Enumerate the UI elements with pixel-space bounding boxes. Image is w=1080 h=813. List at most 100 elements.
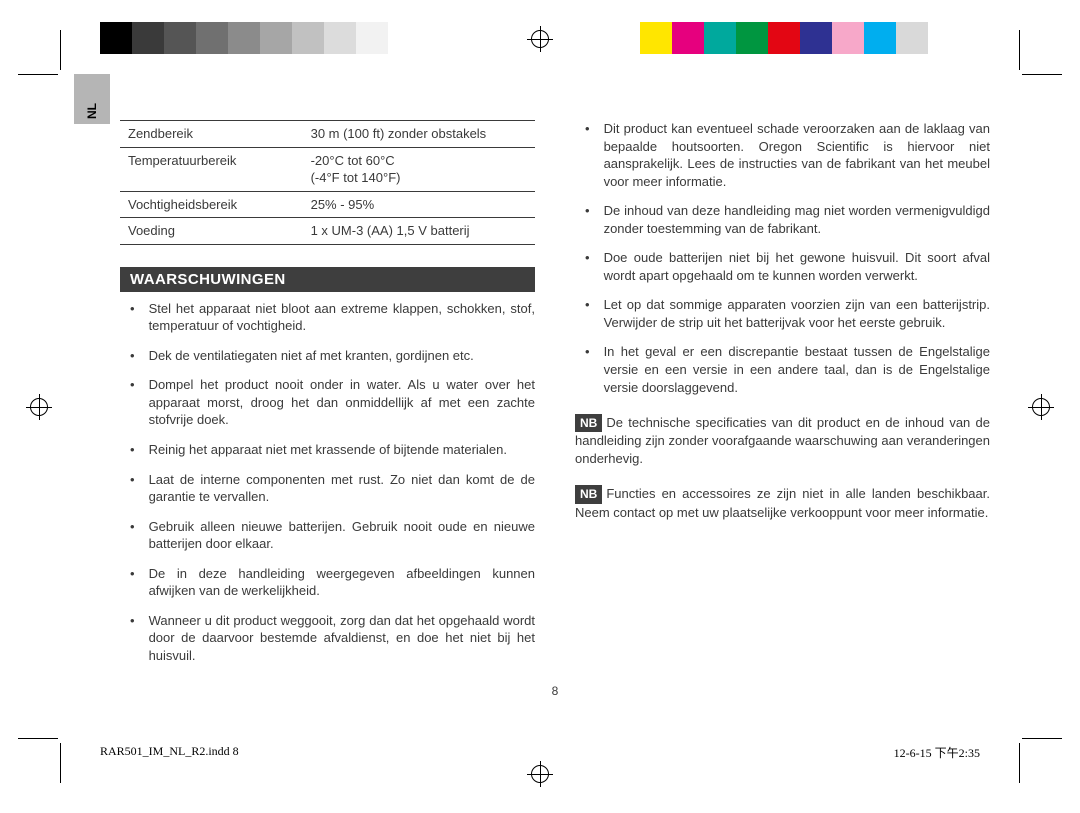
swatch	[736, 22, 768, 54]
warnings-list-right: •Dit product kan eventueel schade veroor…	[575, 120, 990, 396]
list-item: • Doe oude batterijen niet bij het gewone…	[575, 249, 990, 284]
swatch	[832, 22, 864, 54]
swatch	[864, 22, 896, 54]
page-number: 8	[552, 684, 559, 698]
list-item-text: Doe oude batterijen niet bij het gewone …	[604, 249, 990, 284]
nb-note: NBDe technische specificaties van dit pr…	[575, 414, 990, 467]
swatch	[388, 22, 420, 54]
crop-mark	[1019, 30, 1020, 70]
page-content: Zendbereik30 m (100 ft) zonder obstakels…	[120, 120, 990, 700]
bullet-icon: •	[120, 441, 135, 459]
list-item-text: Dompel het product nooit onder in water.…	[149, 376, 535, 429]
list-item-text: Laat de interne componenten met rust. Zo…	[149, 471, 535, 506]
footer-datetime: 12-6-15 下午2:35	[894, 744, 980, 761]
table-row: Zendbereik30 m (100 ft) zonder obstakels	[120, 121, 535, 148]
crop-mark	[60, 30, 61, 70]
swatch	[896, 22, 928, 54]
bullet-icon: •	[575, 202, 590, 237]
swatch	[196, 22, 228, 54]
spec-value: 25% - 95%	[303, 191, 535, 218]
swatch	[100, 22, 132, 54]
bullet-icon: •	[575, 343, 590, 396]
specifications-table: Zendbereik30 m (100 ft) zonder obstakels…	[120, 120, 535, 245]
swatch	[800, 22, 832, 54]
swatch	[672, 22, 704, 54]
list-item-text: De inhoud van deze handleiding mag niet …	[604, 202, 990, 237]
nb-badge: NB	[575, 414, 602, 432]
list-item-text: Gebruik alleen nieuwe batterijen. Gebrui…	[149, 518, 535, 553]
bullet-icon: •	[575, 120, 590, 190]
registration-target-icon	[527, 26, 553, 52]
footer-filename: RAR501_IM_NL_R2.indd 8	[100, 744, 239, 761]
list-item-text: Reinig het apparaat niet met krassende o…	[149, 441, 535, 459]
language-tab: NL	[74, 74, 110, 124]
bullet-icon: •	[120, 612, 135, 665]
spec-label: Vochtigheidsbereik	[120, 191, 303, 218]
registration-target-icon	[1028, 394, 1054, 420]
bullet-icon: •	[575, 249, 590, 284]
nb-badge: NB	[575, 485, 602, 503]
swatch	[704, 22, 736, 54]
crop-mark	[18, 738, 58, 739]
left-column: Zendbereik30 m (100 ft) zonder obstakels…	[120, 120, 535, 700]
list-item: • De inhoud van deze handleiding mag niet…	[575, 202, 990, 237]
list-item: • Let op dat sommige apparaten voorzien z…	[575, 296, 990, 331]
list-item: • De in deze handleiding weergegeven afbe…	[120, 565, 535, 600]
bullet-icon: •	[120, 518, 135, 553]
swatch	[356, 22, 388, 54]
nb-text: De technische specificaties van dit prod…	[575, 415, 990, 466]
bullet-icon: •	[575, 296, 590, 331]
list-item-text: Dit product kan eventueel schade veroorz…	[604, 120, 990, 190]
list-item-text: Let op dat sommige apparaten voorzien zi…	[604, 296, 990, 331]
bullet-icon: •	[120, 565, 135, 600]
crop-mark	[1022, 738, 1062, 739]
swatch	[228, 22, 260, 54]
swatch	[292, 22, 324, 54]
registration-target-icon	[26, 394, 52, 420]
list-item-text: Wanneer u dit product weggooit, zorg dan…	[149, 612, 535, 665]
list-item-text: De in deze handleiding weergegeven afbee…	[149, 565, 535, 600]
spec-label: Temperatuurbereik	[120, 147, 303, 191]
list-item: • Wanneer u dit product weggooit, zorg da…	[120, 612, 535, 665]
nb-text: Functies en accessoires ze zijn niet in …	[575, 486, 990, 519]
list-item: •Dit product kan eventueel schade veroor…	[575, 120, 990, 190]
right-column: •Dit product kan eventueel schade veroor…	[575, 120, 990, 700]
spec-label: Voeding	[120, 218, 303, 245]
crop-mark	[1019, 743, 1020, 783]
color-swatches	[640, 22, 960, 54]
list-item-text: Dek de ventilatiegaten niet af met krant…	[149, 347, 535, 365]
list-item: • Gebruik alleen nieuwe batterijen. Gebru…	[120, 518, 535, 553]
warnings-list-left: • Stel het apparaat niet bloot aan extrem…	[120, 300, 535, 665]
section-heading-warnings: WAARSCHUWINGEN	[120, 267, 535, 292]
list-item-text: In het geval er een discrepantie bestaat…	[604, 343, 990, 396]
crop-mark	[60, 743, 61, 783]
bullet-icon: •	[120, 471, 135, 506]
spec-value: 1 x UM-3 (AA) 1,5 V batterij	[303, 218, 535, 245]
list-item: • Dompel het product nooit onder in water…	[120, 376, 535, 429]
spec-value: -20°C tot 60°C(-4°F tot 140°F)	[303, 147, 535, 191]
table-row: Temperatuurbereik-20°C tot 60°C(-4°F tot…	[120, 147, 535, 191]
table-row: Voeding1 x UM-3 (AA) 1,5 V batterij	[120, 218, 535, 245]
bullet-icon: •	[120, 300, 135, 335]
crop-mark	[18, 74, 58, 75]
list-item-text: Stel het apparaat niet bloot aan extreme…	[149, 300, 535, 335]
swatch	[324, 22, 356, 54]
swatch	[928, 22, 960, 54]
registration-target-icon	[527, 761, 553, 787]
list-item: • Reinig het apparaat niet met krassende …	[120, 441, 535, 459]
grayscale-swatches	[100, 22, 420, 54]
prepress-footer: RAR501_IM_NL_R2.indd 8 12-6-15 下午2:35	[100, 744, 980, 761]
list-item: • Stel het apparaat niet bloot aan extrem…	[120, 300, 535, 335]
table-row: Vochtigheidsbereik25% - 95%	[120, 191, 535, 218]
swatch	[768, 22, 800, 54]
swatch	[260, 22, 292, 54]
bullet-icon: •	[120, 376, 135, 429]
bullet-icon: •	[120, 347, 135, 365]
language-label: NL	[85, 103, 99, 119]
list-item: • Laat de interne componenten met rust. Z…	[120, 471, 535, 506]
swatch	[640, 22, 672, 54]
swatch	[132, 22, 164, 54]
swatch	[164, 22, 196, 54]
list-item: • In het geval er een discrepantie bestaa…	[575, 343, 990, 396]
spec-label: Zendbereik	[120, 121, 303, 148]
